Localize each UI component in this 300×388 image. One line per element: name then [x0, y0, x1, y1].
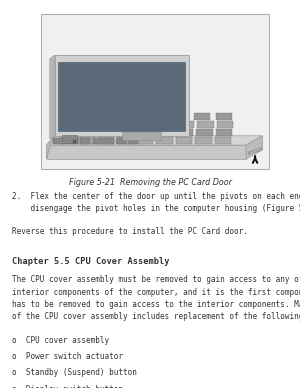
FancyBboxPatch shape — [128, 138, 138, 144]
Text: 2.  Flex the center of the door up until the pivots on each end of the door: 2. Flex the center of the door up until … — [12, 192, 300, 201]
FancyBboxPatch shape — [122, 132, 160, 140]
FancyBboxPatch shape — [79, 129, 96, 136]
Polygon shape — [55, 55, 189, 136]
FancyBboxPatch shape — [197, 121, 214, 128]
Polygon shape — [50, 55, 55, 139]
FancyBboxPatch shape — [60, 129, 76, 136]
Text: o  Display switch button: o Display switch button — [12, 385, 123, 388]
Text: o  Standby (Suspend) button: o Standby (Suspend) button — [12, 368, 137, 378]
Polygon shape — [46, 136, 262, 145]
Text: Figure 5-21  Removing the PC Card Door: Figure 5-21 Removing the PC Card Door — [69, 178, 231, 187]
FancyBboxPatch shape — [40, 14, 268, 169]
FancyBboxPatch shape — [117, 137, 134, 144]
Text: Reverse this procedure to install the PC Card door.: Reverse this procedure to install the PC… — [12, 227, 248, 236]
FancyBboxPatch shape — [157, 129, 174, 136]
FancyBboxPatch shape — [100, 121, 116, 128]
FancyBboxPatch shape — [84, 113, 101, 120]
FancyBboxPatch shape — [139, 121, 155, 128]
FancyBboxPatch shape — [216, 129, 232, 136]
Text: disengage the pivot holes in the computer housing (Figure 5-21).: disengage the pivot holes in the compute… — [12, 204, 300, 213]
Text: has to be removed to gain access to the interior components. Maintenance: has to be removed to gain access to the … — [12, 300, 300, 309]
FancyBboxPatch shape — [196, 129, 213, 136]
FancyBboxPatch shape — [61, 121, 77, 128]
FancyBboxPatch shape — [217, 121, 233, 128]
FancyBboxPatch shape — [118, 129, 135, 136]
FancyBboxPatch shape — [150, 113, 166, 120]
FancyBboxPatch shape — [156, 137, 172, 144]
FancyBboxPatch shape — [178, 121, 194, 128]
FancyBboxPatch shape — [106, 113, 123, 120]
FancyBboxPatch shape — [98, 137, 114, 144]
Polygon shape — [46, 136, 55, 159]
FancyBboxPatch shape — [58, 137, 75, 144]
FancyBboxPatch shape — [172, 113, 188, 120]
Polygon shape — [251, 149, 260, 154]
FancyBboxPatch shape — [177, 129, 193, 136]
FancyBboxPatch shape — [216, 113, 232, 120]
FancyBboxPatch shape — [194, 113, 210, 120]
Text: of the CPU cover assembly includes replacement of the following:: of the CPU cover assembly includes repla… — [12, 312, 300, 322]
Polygon shape — [248, 148, 262, 154]
FancyBboxPatch shape — [195, 137, 211, 144]
FancyBboxPatch shape — [80, 138, 90, 144]
FancyBboxPatch shape — [93, 138, 114, 144]
FancyBboxPatch shape — [61, 135, 76, 143]
FancyBboxPatch shape — [176, 137, 192, 144]
FancyBboxPatch shape — [78, 137, 94, 144]
Polygon shape — [246, 136, 262, 159]
Polygon shape — [58, 62, 185, 131]
Polygon shape — [46, 145, 246, 159]
FancyBboxPatch shape — [158, 121, 175, 128]
Text: o  Power switch actuator: o Power switch actuator — [12, 352, 123, 361]
Text: The CPU cover assembly must be removed to gain access to any of the: The CPU cover assembly must be removed t… — [12, 275, 300, 284]
FancyBboxPatch shape — [62, 113, 79, 120]
FancyBboxPatch shape — [128, 113, 145, 120]
FancyBboxPatch shape — [119, 121, 136, 128]
FancyBboxPatch shape — [136, 137, 153, 144]
Text: interior components of the computer, and it is the first component that: interior components of the computer, and… — [12, 288, 300, 297]
FancyBboxPatch shape — [52, 138, 64, 144]
Text: o  CPU cover assembly: o CPU cover assembly — [12, 336, 109, 345]
FancyBboxPatch shape — [116, 138, 126, 144]
FancyBboxPatch shape — [80, 121, 97, 128]
FancyBboxPatch shape — [138, 129, 154, 136]
FancyBboxPatch shape — [99, 129, 115, 136]
FancyBboxPatch shape — [214, 137, 231, 144]
Text: Chapter 5.5 CPU Cover Assembly: Chapter 5.5 CPU Cover Assembly — [12, 256, 169, 266]
FancyBboxPatch shape — [68, 138, 78, 144]
